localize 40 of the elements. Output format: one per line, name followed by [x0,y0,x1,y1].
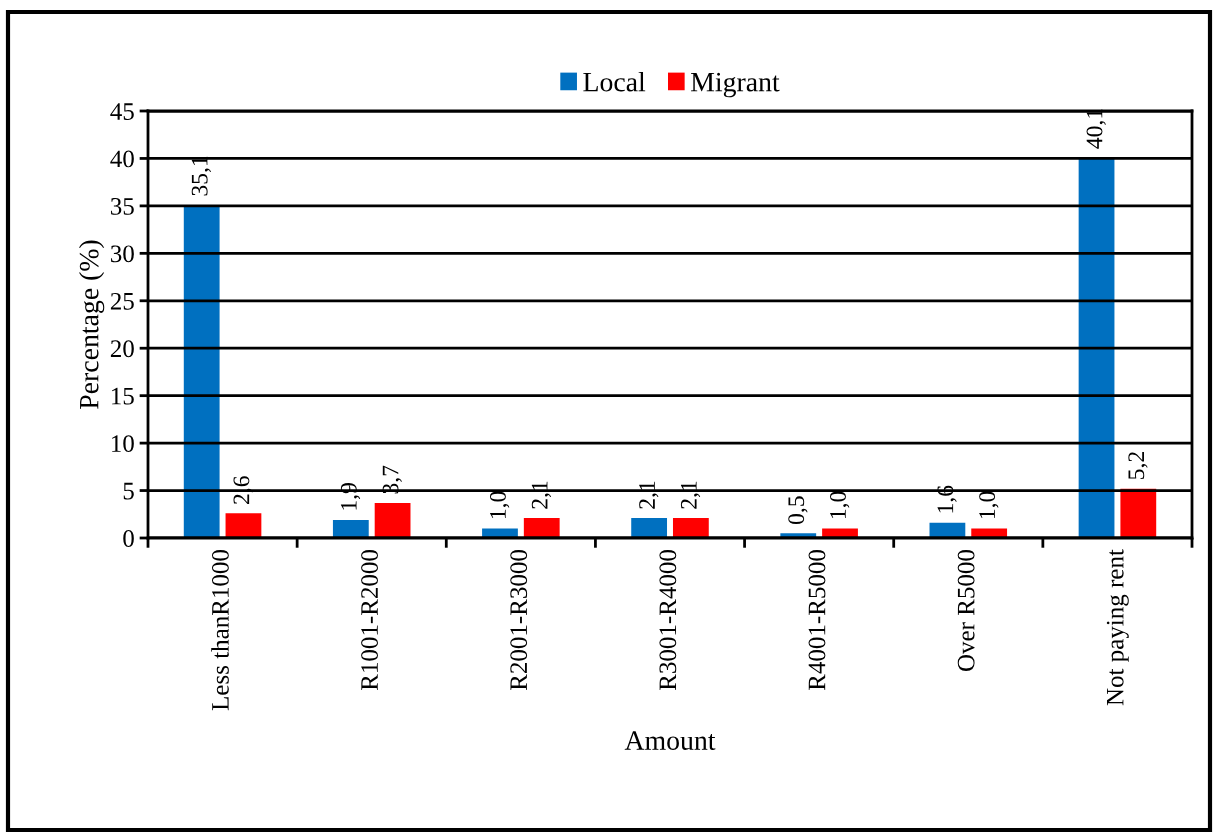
bar [672,518,709,538]
data-label: 1,0 [979,491,999,519]
bar [183,204,220,538]
y-tick-label: 10 [112,435,134,453]
data-label: 1,0 [830,491,850,519]
y-tick-label: 0 [123,530,134,547]
x-tick-label: R1001-R2000 [361,550,378,691]
y-tick-label: 20 [110,340,134,358]
y-tick-label: 45 [110,103,134,120]
bar [374,502,411,538]
bar [1078,157,1115,538]
y-tick-label: 5 [123,482,134,500]
x-tick-label: R4001-R5000 [808,550,826,691]
y-tick-label: 25 [110,292,134,310]
x-tick-label: R3001-R4000 [659,550,677,691]
x-axis-title: Amount [624,731,716,750]
bar [929,522,966,538]
legend-label: Migrant [691,72,780,98]
x-tick-label: Not paying rent [1106,549,1129,706]
bar [332,519,369,538]
data-label: 1,0 [489,491,510,519]
data-label: 2,1 [639,481,659,509]
x-tick-label: Less thanR1000 [211,550,229,711]
bar [225,513,262,538]
x-tick-label: R2001-R3000 [510,550,528,691]
legend-label: Local [583,71,646,92]
data-label: 5,2 [1128,452,1148,479]
x-tick-label: Over R5000 [957,550,975,671]
y-tick-label: 30 [111,245,134,263]
y-axis-title: Percentage (%) [78,240,105,409]
data-label: 35,1 [191,156,211,196]
data-label: 2,1 [680,481,701,509]
data-label: 0,5 [788,496,808,525]
y-tick-label: 40 [110,150,134,168]
y-tick-label: 15 [112,387,134,405]
data-label: 2,1 [531,481,552,509]
bar [523,518,560,538]
data-label: 40,1 [1086,109,1106,149]
bar [631,518,668,538]
y-tick-label: 35 [111,198,134,215]
